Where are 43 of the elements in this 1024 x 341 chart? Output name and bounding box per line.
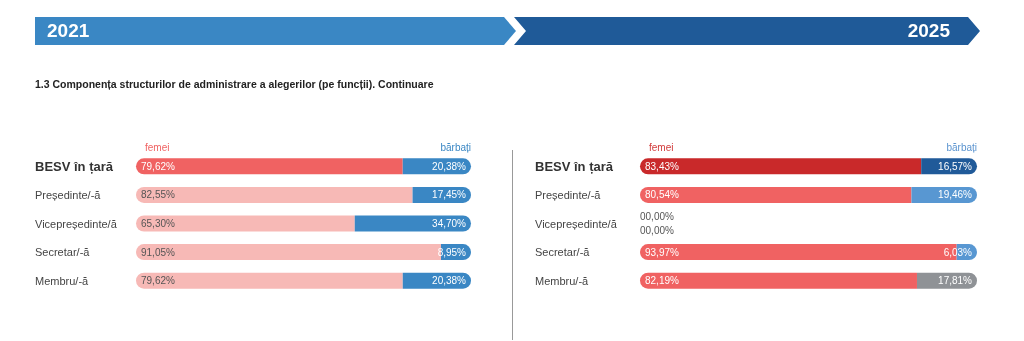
y-tick-label: Președinte/-ă: [535, 188, 602, 201]
data-label: 34,70%: [432, 218, 467, 229]
bar: [640, 186, 912, 203]
bar: [136, 215, 355, 232]
bar: [640, 272, 917, 289]
data-label: 17,45%: [432, 189, 467, 201]
series-label: bărbați: [946, 141, 977, 153]
data-label: 80,54%: [645, 189, 680, 201]
data-label: 93,97%: [645, 246, 680, 258]
series-label: femei: [649, 141, 674, 153]
chart-subtitle: 1.3 Componența structurilor de administrare a alegerilor (pe funcții). Continuare: [35, 78, 435, 90]
data-label: 82,19%: [645, 275, 680, 287]
y-tick-label: BESV în țară: [535, 158, 614, 174]
series-label: femei: [145, 141, 170, 153]
chart-title: 2021: [47, 20, 90, 42]
bar: [136, 158, 403, 175]
y-tick-label: Președinte/-ă: [35, 188, 102, 201]
data-label: 91,05%: [141, 246, 176, 258]
data-label: 65,30%: [141, 218, 176, 229]
data-label: 20,38%: [432, 275, 467, 287]
data-label: 19,46%: [938, 189, 973, 201]
y-tick-label: Secretar/-ă: [35, 246, 91, 259]
data-label: 83,43%: [645, 160, 680, 172]
chart-title: 2025: [907, 20, 950, 42]
data-label: 20,38%: [432, 160, 467, 172]
data-label: 00,00%: [640, 225, 675, 236]
y-tick-label: Membru/-ă: [35, 274, 90, 287]
series-label: bărbați: [440, 141, 471, 153]
bar: [354, 215, 471, 232]
bar: [136, 186, 413, 203]
bar: [136, 272, 403, 289]
y-tick-label: Membru/-ă: [535, 274, 590, 287]
y-tick-label: Secretar/-ă: [535, 246, 591, 259]
data-label: 82,55%: [141, 189, 176, 201]
data-label: 79,62%: [141, 160, 176, 172]
data-label: 16,57%: [938, 160, 973, 172]
data-label: 00,00%: [640, 211, 675, 222]
data-label: 17,81%: [938, 275, 973, 287]
bar: [640, 158, 922, 175]
y-tick-label: Vicepreședinte/ă: [35, 217, 118, 230]
y-tick-label: BESV în țară: [35, 158, 114, 174]
data-label: 79,62%: [141, 275, 176, 287]
y-tick-label: Vicepreședinte/ă: [535, 217, 618, 230]
